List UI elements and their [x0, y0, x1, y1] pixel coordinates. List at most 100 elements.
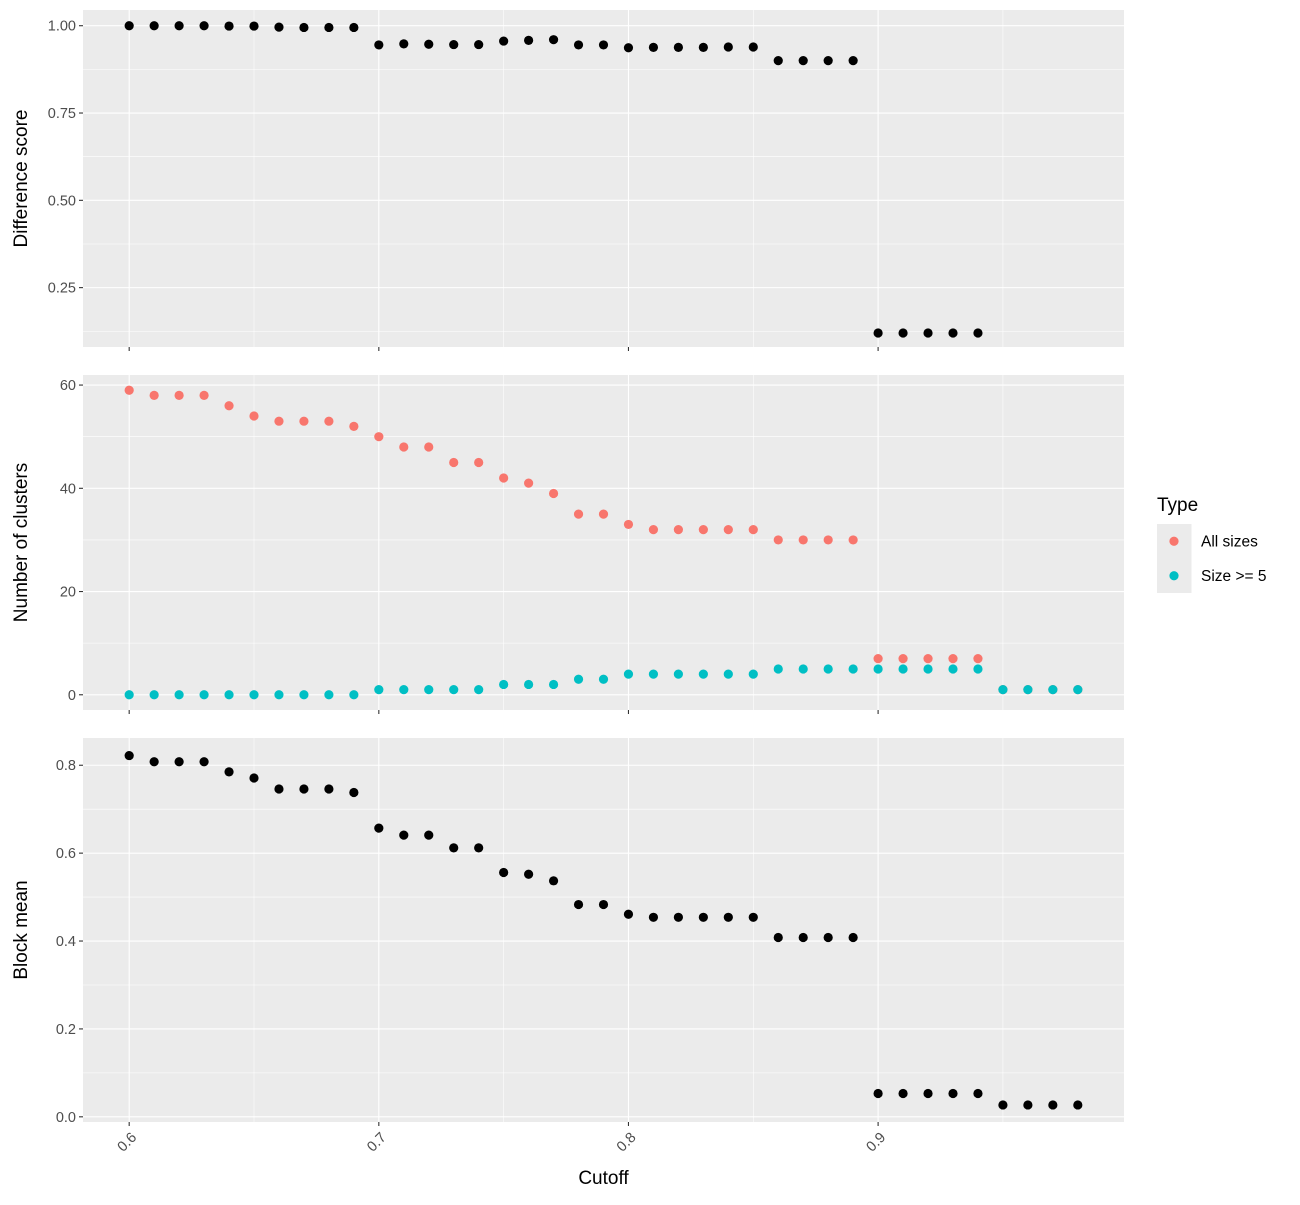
data-point [199, 757, 209, 767]
data-point [548, 35, 559, 45]
data-point [399, 442, 409, 452]
data-point [623, 43, 634, 53]
data-point [324, 784, 334, 794]
data-point [573, 40, 584, 50]
y-tick-label: 0.50 [48, 193, 76, 209]
data-point [823, 664, 833, 674]
data-point [973, 328, 983, 338]
data-point [499, 679, 509, 690]
data-point [1048, 685, 1058, 695]
data-point [573, 674, 584, 684]
data-point [923, 664, 933, 674]
data-point [424, 442, 434, 452]
data-point [449, 843, 459, 853]
data-point [748, 912, 758, 922]
data-point [349, 787, 359, 798]
data-point [149, 390, 159, 400]
data-point [648, 42, 659, 52]
data-point [698, 42, 708, 52]
data-point [199, 390, 209, 400]
y-tick-label: 0.6 [56, 846, 76, 862]
data-point [848, 56, 858, 66]
data-point [124, 385, 134, 395]
data-point [174, 690, 184, 700]
data-point [249, 411, 259, 421]
data-point [174, 390, 184, 400]
data-point [349, 690, 359, 700]
data-point [673, 42, 683, 52]
data-point [823, 535, 833, 545]
data-point [524, 869, 534, 879]
data-point [274, 690, 284, 700]
y-axis-title: Number of clusters [11, 463, 32, 622]
data-point [973, 654, 983, 664]
data-point [973, 664, 983, 674]
data-point [573, 509, 584, 519]
data-point [748, 669, 758, 679]
data-point [723, 42, 733, 52]
legend-key-point [1169, 536, 1179, 546]
legend-item-label: Size >= 5 [1201, 568, 1267, 585]
data-point [174, 757, 184, 767]
data-point [524, 478, 534, 488]
data-point [374, 432, 384, 442]
panel-background-2 [83, 375, 1124, 710]
data-point [449, 685, 459, 695]
data-point [299, 22, 309, 33]
data-point [374, 823, 384, 833]
data-point [798, 535, 808, 545]
data-point [474, 685, 484, 695]
y-tick-label: 0.75 [48, 106, 76, 122]
data-point [199, 690, 209, 700]
data-point [973, 1088, 983, 1099]
x-axis-title: Cutoff [578, 1168, 629, 1189]
data-point [224, 767, 234, 777]
data-point [399, 39, 409, 49]
data-point [648, 669, 659, 679]
panel-background-1 [83, 10, 1124, 347]
data-point [374, 40, 384, 50]
data-point [474, 39, 484, 50]
data-point [174, 21, 184, 31]
y-tick-label: 0 [68, 688, 76, 704]
data-point [998, 685, 1008, 695]
y-axis-title: Difference score [11, 110, 32, 248]
data-point [149, 21, 159, 31]
data-point [349, 421, 359, 431]
data-point [124, 21, 134, 31]
data-point [499, 36, 509, 46]
data-point [548, 679, 559, 690]
data-point [224, 401, 234, 411]
data-point [1048, 1100, 1058, 1110]
data-point [723, 524, 733, 535]
data-point [424, 830, 434, 840]
data-point [923, 1088, 933, 1099]
data-point [848, 932, 858, 943]
data-point [898, 1088, 908, 1099]
y-tick-label: 0.25 [48, 281, 76, 297]
y-tick-label: 40 [60, 481, 76, 497]
data-point [748, 524, 758, 535]
data-point [324, 690, 334, 700]
data-point [998, 1100, 1008, 1110]
data-point [224, 21, 234, 31]
y-tick-label: 0.2 [56, 1022, 76, 1038]
data-point [673, 669, 683, 679]
data-point [798, 56, 808, 66]
data-point [399, 830, 409, 840]
x-tick-label: 0.7 [364, 1130, 390, 1156]
data-point [374, 685, 384, 695]
data-point [474, 457, 484, 468]
data-point [823, 932, 833, 943]
legend-key-point [1169, 571, 1179, 581]
data-point [898, 328, 908, 338]
x-tick-label: 0.9 [864, 1130, 890, 1156]
data-point [948, 328, 958, 338]
data-point [299, 416, 309, 426]
data-point [124, 690, 134, 700]
data-point [1073, 685, 1083, 695]
data-point [274, 784, 284, 794]
data-point [948, 664, 958, 674]
